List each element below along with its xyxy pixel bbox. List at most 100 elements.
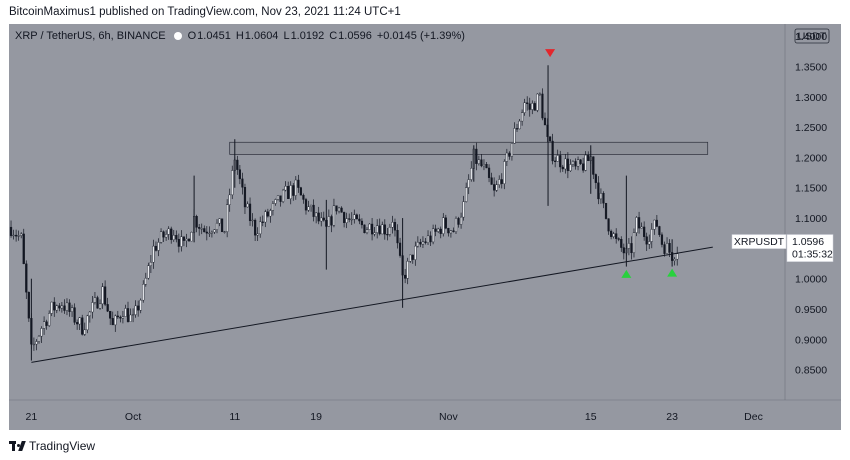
candle-21 bbox=[63, 305, 66, 311]
candle-73 bbox=[195, 216, 198, 228]
candle-223 bbox=[576, 159, 580, 167]
candle-255 bbox=[658, 226, 661, 235]
candle-117 bbox=[307, 206, 310, 211]
candle-194 bbox=[503, 161, 506, 184]
candle-9 bbox=[32, 343, 36, 346]
candle-79 bbox=[210, 231, 214, 234]
candle-171 bbox=[444, 217, 447, 229]
y-tick-label-3: 1.2500 bbox=[795, 122, 827, 134]
candle-69 bbox=[185, 238, 188, 241]
price-tag-symbol: XRPUSDT bbox=[734, 236, 785, 248]
candle-2 bbox=[15, 234, 18, 237]
currency-label[interactable]: USDT bbox=[798, 31, 827, 43]
ascending-trendline[interactable] bbox=[31, 246, 713, 363]
y-tick-label-2: 1.3000 bbox=[795, 92, 827, 104]
candle-106 bbox=[279, 195, 282, 202]
candle-183 bbox=[475, 148, 478, 164]
candle-219 bbox=[566, 158, 569, 172]
candle-16 bbox=[50, 301, 53, 314]
symbol-label[interactable]: XRP / TetherUS, 6h, BINANCE bbox=[15, 30, 166, 42]
candle-83 bbox=[220, 218, 224, 233]
candle-99 bbox=[261, 221, 264, 223]
price-tag-box bbox=[786, 234, 834, 262]
candle-205 bbox=[531, 103, 534, 110]
candle-254 bbox=[655, 219, 658, 227]
candle-102 bbox=[269, 210, 272, 217]
candle-187 bbox=[485, 164, 488, 169]
candle-249 bbox=[643, 226, 646, 237]
price-tag-symbol-box bbox=[731, 234, 787, 249]
candle-112 bbox=[294, 179, 297, 196]
candle-199 bbox=[515, 128, 519, 130]
candle-214 bbox=[554, 160, 557, 162]
candle-184 bbox=[477, 159, 480, 164]
candle-167 bbox=[434, 228, 437, 232]
candle-30 bbox=[86, 315, 89, 331]
candle-55 bbox=[149, 261, 152, 266]
candle-236 bbox=[609, 230, 613, 237]
candle-227 bbox=[587, 154, 590, 162]
candle-185 bbox=[480, 159, 483, 167]
candle-246 bbox=[635, 217, 638, 233]
candle-58 bbox=[157, 242, 160, 251]
candle-163 bbox=[424, 241, 427, 243]
chart-area[interactable]: USDT 1.4000 1.3500 1.3000 1.2500 1.2000 1.1500… bbox=[9, 24, 841, 430]
price-tag-value: 1.0596 bbox=[792, 236, 824, 248]
bottom-marker-2 bbox=[667, 268, 678, 277]
candle-210 bbox=[543, 117, 547, 126]
candle-145 bbox=[378, 225, 381, 235]
candle-221 bbox=[571, 161, 575, 165]
candle-190 bbox=[493, 184, 496, 191]
candle-164 bbox=[426, 235, 430, 243]
candle-202 bbox=[523, 102, 526, 113]
top-marker-0 bbox=[545, 49, 556, 58]
candle-157 bbox=[409, 254, 412, 262]
candle-155 bbox=[404, 274, 407, 279]
candle-57 bbox=[154, 245, 158, 251]
candle-166 bbox=[432, 228, 435, 243]
candle-193 bbox=[500, 179, 503, 184]
candle-141 bbox=[368, 223, 371, 230]
candle-65 bbox=[175, 235, 178, 240]
candle-50 bbox=[137, 305, 140, 311]
candle-174 bbox=[452, 230, 455, 233]
candle-129 bbox=[337, 207, 341, 212]
candle-123 bbox=[322, 217, 325, 221]
candle-237 bbox=[612, 233, 615, 237]
candle-22 bbox=[65, 302, 69, 311]
candle-109 bbox=[287, 186, 290, 199]
candle-259 bbox=[668, 243, 671, 253]
candle-262 bbox=[676, 253, 679, 260]
candle-224 bbox=[579, 159, 582, 164]
x-tick-label-4: Nov bbox=[439, 411, 458, 423]
candle-158 bbox=[411, 254, 414, 260]
candle-201 bbox=[521, 112, 524, 122]
resistance-zone[interactable] bbox=[229, 141, 709, 155]
candle-108 bbox=[284, 186, 287, 191]
candle-207 bbox=[536, 93, 539, 111]
candle-216 bbox=[559, 155, 562, 168]
currency-box[interactable] bbox=[794, 28, 830, 44]
candle-15 bbox=[48, 313, 51, 326]
candle-25 bbox=[73, 307, 76, 323]
candle-197 bbox=[510, 143, 514, 157]
candle-29 bbox=[83, 329, 86, 335]
candle-238 bbox=[615, 233, 618, 239]
candle-240 bbox=[620, 238, 623, 248]
candle-19 bbox=[58, 305, 61, 309]
candle-39 bbox=[109, 310, 112, 319]
candle-37 bbox=[104, 286, 107, 305]
candle-93 bbox=[246, 203, 249, 208]
candle-82 bbox=[218, 218, 221, 224]
candle-258 bbox=[665, 243, 669, 254]
candle-189 bbox=[490, 177, 493, 185]
candle-234 bbox=[604, 202, 608, 219]
candle-51 bbox=[139, 299, 142, 311]
candle-63 bbox=[170, 228, 173, 240]
candle-64 bbox=[172, 235, 175, 240]
candle-168 bbox=[437, 228, 440, 232]
candle-261 bbox=[673, 258, 676, 261]
candle-196 bbox=[508, 152, 511, 157]
candle-257 bbox=[663, 244, 666, 254]
